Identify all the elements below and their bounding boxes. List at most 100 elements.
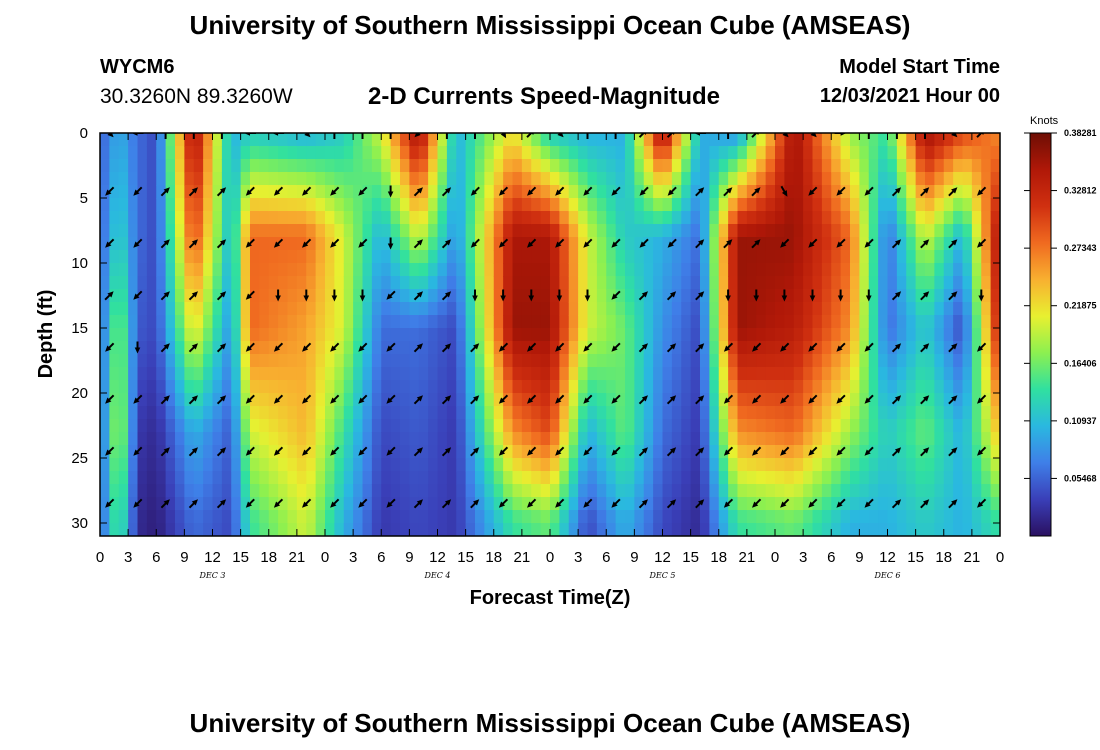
heatmap-cell (925, 484, 935, 498)
heatmap-cell (221, 484, 232, 498)
current-vector (133, 186, 143, 196)
current-vector (723, 498, 734, 508)
heatmap-cell (653, 289, 664, 303)
current-vector (105, 498, 115, 508)
heatmap-cell (962, 289, 973, 303)
heatmap-cell (315, 510, 326, 524)
heatmap-cell (765, 224, 776, 238)
heatmap-cell (878, 315, 889, 329)
heatmap-cell (746, 523, 757, 536)
x-tick-label: 21 (289, 549, 306, 566)
heatmap-cell (925, 393, 935, 407)
heatmap-cell (868, 224, 879, 238)
heatmap-cell (456, 289, 467, 303)
heatmap-cell (203, 328, 214, 342)
heatmap-cell (418, 211, 429, 225)
heatmap-cell (306, 276, 317, 290)
current-vector (413, 343, 423, 353)
heatmap-cell (615, 510, 626, 524)
heatmap-cell (850, 133, 860, 147)
heatmap-cell (700, 484, 710, 498)
heatmap-cell (446, 172, 457, 186)
heatmap-cell (184, 315, 195, 329)
heatmap-cell (681, 159, 692, 173)
heatmap-cell (587, 445, 598, 459)
x-tick-label: 9 (855, 549, 863, 566)
heatmap-cell (268, 393, 279, 407)
heatmap-cell (859, 419, 870, 433)
current-vector (470, 186, 480, 196)
heatmap-cell (606, 289, 617, 303)
current-vector (527, 498, 537, 508)
heatmap-cell (221, 250, 232, 264)
heatmap-cell (596, 393, 607, 407)
x-tick-label: 15 (232, 549, 249, 566)
heatmap-cell (287, 289, 298, 303)
heatmap-cell (484, 523, 495, 536)
heatmap-cell (662, 432, 673, 446)
heatmap-cell (446, 198, 457, 212)
heatmap-cell (109, 497, 120, 511)
heatmap-cell (437, 367, 448, 381)
heatmap-cell (184, 445, 195, 459)
heatmap-cell (156, 393, 167, 407)
heatmap-cell (231, 523, 242, 536)
heatmap-cell (493, 276, 504, 290)
heatmap-cell (456, 276, 467, 290)
heatmap-cell (671, 159, 682, 173)
heatmap-cell (250, 445, 260, 459)
heatmap-cell (371, 354, 382, 368)
heatmap-cell (456, 185, 467, 199)
heatmap-cell (550, 432, 560, 446)
heatmap-cell (128, 406, 139, 420)
heatmap-cell (184, 133, 195, 147)
heatmap-cell (634, 419, 645, 433)
heatmap-cell (175, 263, 185, 277)
heatmap-cell (990, 445, 1000, 459)
heatmap-cell (100, 328, 110, 342)
heatmap-cell (259, 406, 270, 420)
heatmap-cell (896, 276, 907, 290)
heatmap-cell (784, 419, 795, 433)
heatmap-cell (587, 510, 598, 524)
heatmap-cell (118, 289, 129, 303)
y-tick-label: 5 (80, 190, 88, 207)
heatmap-cell (428, 302, 439, 316)
heatmap-cell (831, 523, 842, 536)
current-vector (358, 342, 368, 352)
heatmap-cell (203, 484, 214, 498)
heatmap-cell (700, 315, 710, 329)
heatmap-cell (193, 328, 204, 342)
heatmap-cell (728, 224, 739, 238)
heatmap-cell (212, 198, 223, 212)
heatmap-cell (943, 367, 954, 381)
current-vector (302, 446, 312, 456)
heatmap-cell (681, 302, 692, 316)
heatmap-cell (137, 471, 148, 485)
heatmap-cell (400, 328, 410, 342)
heatmap-cell (643, 263, 654, 277)
heatmap-cell (250, 237, 260, 251)
heatmap-cell (700, 354, 710, 368)
heatmap-cell (184, 419, 195, 433)
heatmap-cell (596, 133, 607, 147)
heatmap-cell (578, 328, 589, 342)
heatmap-cell (484, 458, 495, 472)
heatmap-cell (625, 341, 635, 355)
heatmap-cell (493, 471, 504, 485)
heatmap-cell (306, 367, 317, 381)
heatmap-cell (550, 458, 560, 472)
heatmap-cell (831, 289, 842, 303)
heatmap-cell (756, 497, 767, 511)
heatmap-cell (315, 432, 326, 446)
heatmap-cell (259, 263, 270, 277)
heatmap-cell (362, 328, 373, 342)
heatmap-cell (418, 432, 429, 446)
heatmap-cell (943, 276, 954, 290)
heatmap-cell (503, 146, 514, 160)
heatmap-cell (343, 159, 354, 173)
heatmap-cell (409, 445, 420, 459)
heatmap-cell (671, 497, 682, 511)
heatmap-cell (193, 250, 204, 264)
heatmap-cell (587, 484, 598, 498)
